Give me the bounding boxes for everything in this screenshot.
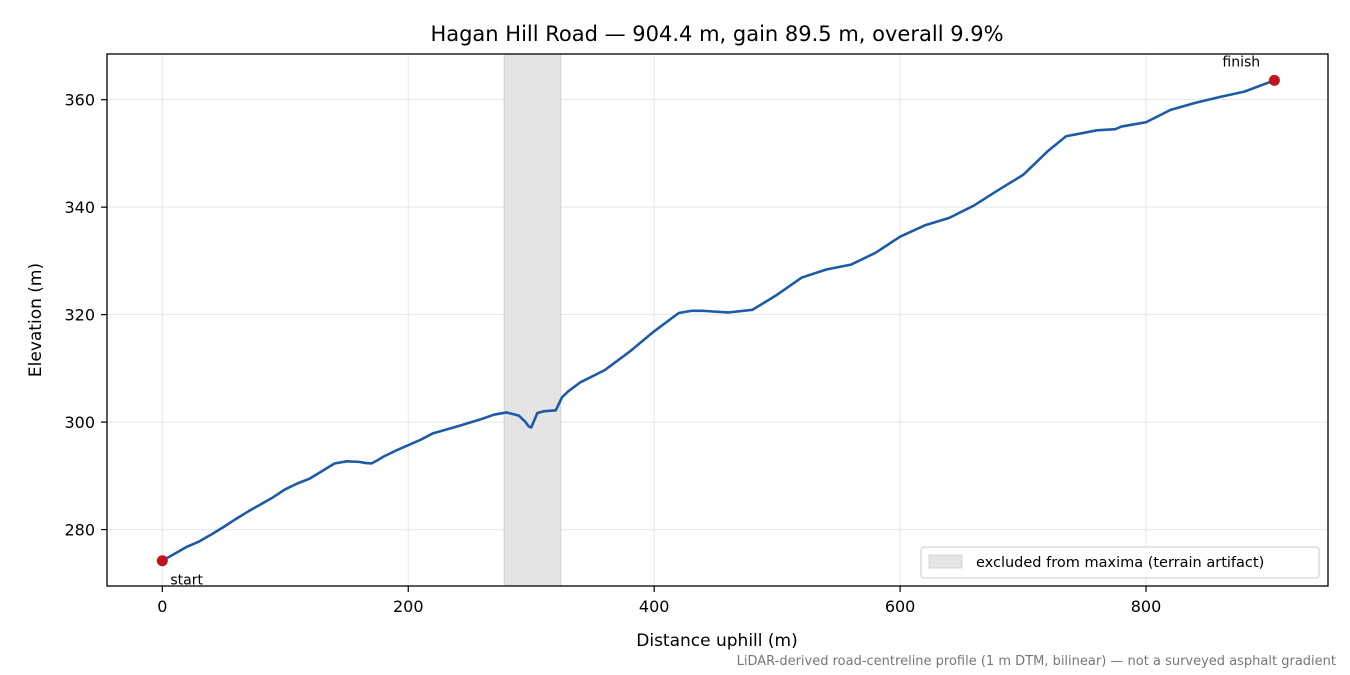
footnote: LiDAR-derived road-centreline profile (1… <box>737 654 1336 669</box>
marker-finish <box>1268 74 1280 86</box>
y-tick-label-300: 300 <box>64 413 95 432</box>
x-tick-label-0: 0 <box>157 597 167 616</box>
grid <box>107 54 1328 586</box>
markers: start finish <box>156 54 1280 589</box>
x-tick-label-200: 200 <box>393 597 424 616</box>
legend-entry-excluded: excluded from maxima (terrain artifact) <box>976 555 1264 571</box>
legend: excluded from maxima (terrain artifact) <box>920 546 1320 579</box>
legend-swatch <box>928 554 963 569</box>
x-tick-label-600: 600 <box>885 597 916 616</box>
marker-label-start: start <box>170 573 203 589</box>
y-tick-label-340: 340 <box>64 198 95 217</box>
x-tick-label-400: 400 <box>639 597 670 616</box>
shaded-regions <box>503 54 562 586</box>
y-tick-label-360: 360 <box>64 91 95 110</box>
excluded-region-0 <box>503 54 562 586</box>
marker-label-finish: finish <box>1222 54 1260 70</box>
y-axis-label: Elevation (m) <box>26 263 46 377</box>
marker-start <box>156 555 168 567</box>
x-tick-label-800: 800 <box>1131 597 1162 616</box>
y-tick-label-280: 280 <box>64 521 95 540</box>
series-layer <box>161 79 1276 563</box>
legend-box <box>920 546 1320 579</box>
y-tick-label-320: 320 <box>64 306 95 325</box>
elevation-line-0 <box>161 79 1276 563</box>
chart-title: Hagan Hill Road — 904.4 m, gain 89.5 m, … <box>430 22 1003 46</box>
plot-frame <box>106 53 1329 587</box>
ticks: 0 200 400 600 800 280 300 320 340 360 <box>64 91 1161 616</box>
x-axis-label: Distance uphill (m) <box>636 631 797 651</box>
